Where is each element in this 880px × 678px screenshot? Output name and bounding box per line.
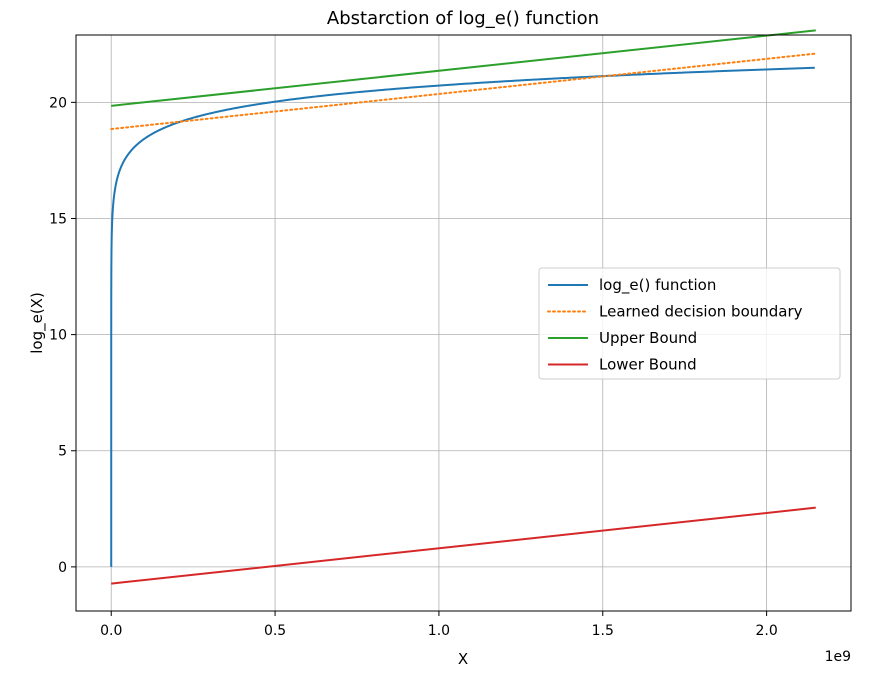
- legend-box: [538, 267, 841, 380]
- legend-label: Upper Bound: [599, 329, 697, 347]
- series-line: [110, 52, 817, 131]
- y-tick-label: 5: [58, 444, 67, 460]
- series-line: [111, 29, 816, 107]
- legend: log_e() function Learned decision boundar…: [538, 267, 841, 380]
- x-tick-label: 1.5: [592, 623, 614, 639]
- x-tick-label: 1.0: [428, 623, 450, 639]
- series-layer: [110, 29, 817, 585]
- x-tick-label: 0.5: [264, 623, 286, 639]
- legend-label: Learned decision boundary: [599, 303, 803, 321]
- series-line: [111, 506, 816, 585]
- y-tick-label: 20: [49, 95, 67, 111]
- chart-title: Abstarction of log_e() function: [327, 8, 599, 29]
- x-tick-label: 2.0: [755, 623, 777, 639]
- y-tick-label: 10: [49, 328, 67, 344]
- plot-area-frame: [75, 34, 852, 612]
- tick-layer: 0.0 0.5 1.0 1.5 2.0 0 5 10 15 20: [49, 95, 778, 639]
- y-tick-label: 0: [58, 560, 67, 576]
- legend-label: Lower Bound: [599, 356, 697, 374]
- series-line: [110, 66, 815, 567]
- y-axis-label: log_e(X): [28, 292, 47, 354]
- legend-label: log_e() function: [599, 276, 716, 295]
- x-axis-offset-label: 1e9: [825, 649, 851, 665]
- x-axis-label: X: [458, 650, 468, 668]
- x-tick-label: 0.0: [100, 623, 122, 639]
- legend-items: log_e() function Learned decision boundar…: [547, 276, 803, 374]
- y-tick-label: 15: [49, 211, 67, 227]
